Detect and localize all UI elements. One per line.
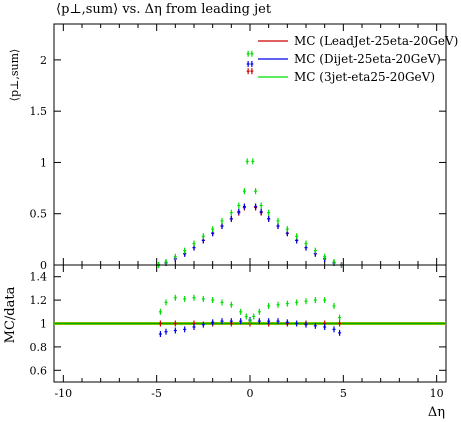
chart-title: ⟨p⊥,sum⟩ vs. Δη from leading jet	[56, 2, 272, 17]
x-tick-label: -10	[54, 387, 72, 400]
y-tick-label: 0.6	[30, 364, 48, 377]
x-axis-label: Δη	[428, 405, 445, 420]
y-tick-label: 0.8	[30, 341, 48, 354]
y-tick-label: 0	[40, 259, 47, 272]
y-axis-label-ratio: MC/data	[3, 286, 18, 343]
x-tick-label: 0	[247, 387, 254, 400]
x-tick-label: -5	[151, 387, 162, 400]
y-tick-label: 0.5	[30, 208, 48, 221]
legend-entry: MC (Dijet-25eta-20GeV)	[294, 52, 441, 66]
x-tick-label: 10	[430, 387, 444, 400]
y-tick-label: 2	[40, 54, 47, 67]
y-tick-label: 1	[40, 318, 47, 331]
y-tick-label: 1.4	[30, 271, 48, 284]
y-axis-label-main: ⟨p⊥,sum⟩	[8, 49, 21, 102]
y-tick-label: 1	[40, 156, 47, 169]
x-tick-label: 5	[340, 387, 347, 400]
y-tick-label: 1.2	[30, 294, 48, 307]
y-tick-label: 1.5	[30, 105, 48, 118]
legend-entry: MC (3jet-eta25-20GeV)	[294, 70, 435, 84]
legend-entry: MC (LeadJet-25eta-20GeV)	[294, 34, 458, 48]
